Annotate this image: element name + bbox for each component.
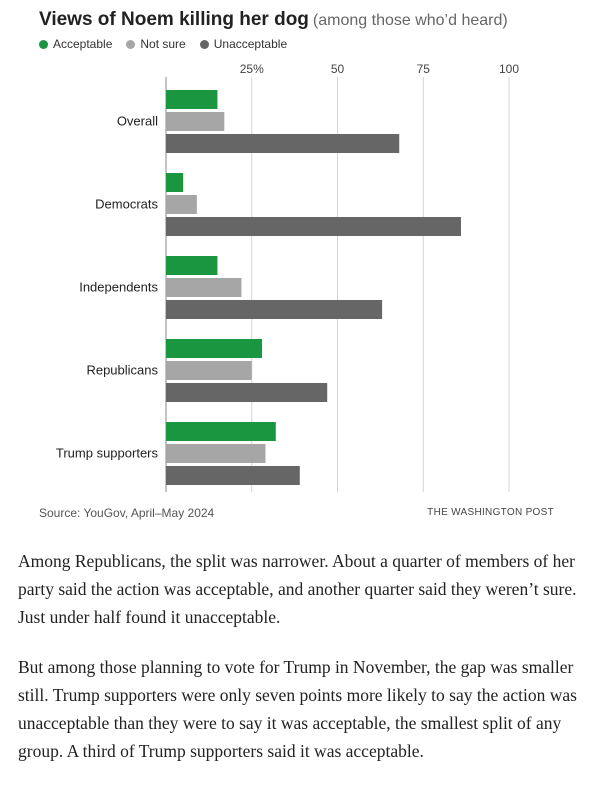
article-paragraph-1: Among Republicans, the split was narrowe…: [18, 551, 577, 627]
legend-swatch-not-sure: [126, 39, 136, 49]
bar-not-sure: [166, 278, 242, 297]
category-label: Republicans: [86, 363, 158, 378]
bar-unacceptable: [166, 217, 461, 236]
chart-subtitle: (among those who’d heard): [312, 12, 508, 29]
bar-unacceptable: [166, 466, 300, 485]
legend-item-unacceptable: Unacceptable: [199, 37, 288, 51]
legend-label-acceptable: Acceptable: [53, 37, 113, 51]
bar-chart: 25% 50 75 100 Overall Democrats Independents Re…: [56, 62, 519, 492]
bar-acceptable: [166, 173, 184, 192]
legend-swatch-unacceptable: [199, 39, 209, 49]
bar-acceptable: [166, 422, 276, 441]
legend-swatch-acceptable: [39, 39, 48, 49]
source-note: Source: YouGov, April–May 2024: [39, 506, 215, 520]
bar-not-sure: [166, 361, 252, 380]
category-label: Trump supporters: [56, 446, 159, 461]
legend-item-not-sure: Not sure: [126, 37, 186, 51]
category-label: Democrats: [95, 197, 158, 212]
x-tick-label: 50: [331, 62, 345, 76]
bar-unacceptable: [166, 300, 383, 319]
x-tick-label: 75: [417, 62, 431, 76]
legend-label-not-sure: Not sure: [140, 37, 186, 51]
category-label: Independents: [79, 280, 158, 295]
bar-not-sure: [166, 195, 197, 214]
article-paragraph-2: But among those planning to vote for Tru…: [18, 657, 577, 761]
chart-title: Views of Noem killing her dog: [39, 9, 309, 30]
bar-acceptable: [166, 90, 218, 109]
bar-unacceptable: [166, 134, 400, 153]
bar-not-sure: [166, 444, 266, 463]
legend-item-acceptable: Acceptable: [39, 37, 112, 51]
chart-legend: Acceptable Not sure Unacceptable: [39, 37, 287, 51]
bar-acceptable: [166, 339, 263, 358]
x-tick-label: 25%: [240, 62, 264, 76]
chart-title-row: Views of Noem killing her dog (among tho…: [39, 9, 508, 31]
x-tick-label: 100: [499, 62, 519, 76]
bar-acceptable: [166, 256, 218, 275]
bar-unacceptable: [166, 383, 328, 402]
category-label: Overall: [117, 114, 158, 129]
publisher-credit: THE WASHINGTON POST: [427, 507, 554, 518]
legend-label-unacceptable: Unacceptable: [213, 37, 288, 51]
bar-not-sure: [166, 112, 225, 131]
